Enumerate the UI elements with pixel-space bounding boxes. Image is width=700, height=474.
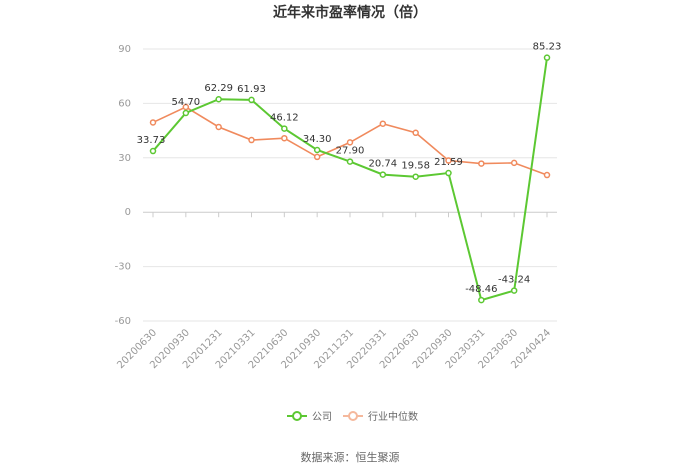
data-point (543, 171, 551, 179)
data-point (543, 54, 551, 61)
legend-item-industry-median[interactable]: 行业中位数 (343, 410, 418, 423)
y-tick-label: -30 (115, 262, 131, 273)
y-tick-label: 60 (118, 98, 131, 109)
data-label: 46.12 (270, 113, 299, 124)
data-label: 61.93 (237, 84, 266, 95)
data-point (478, 296, 485, 304)
data-label: 62.29 (204, 83, 233, 94)
data-point (182, 103, 190, 111)
data-point (215, 95, 222, 103)
data-point (379, 120, 387, 127)
data-point (346, 139, 354, 146)
data-label: 54.70 (172, 97, 201, 108)
legend[interactable]: 公司 行业中位数 (287, 410, 418, 423)
data-label: 19.58 (401, 161, 430, 172)
source-note: 数据来源：恒生聚源 (301, 450, 400, 464)
y-tick-label: 0 (125, 207, 131, 218)
legend-marker (292, 411, 302, 421)
y-tick-label: -60 (115, 316, 131, 327)
data-label: 21.59 (434, 157, 463, 168)
data-point (313, 153, 321, 161)
y-tick-label: 30 (118, 153, 131, 164)
y-axis: -60 -30 0 30 60 90 (115, 44, 131, 327)
data-point (346, 158, 354, 165)
data-point (412, 129, 419, 137)
data-label: -43.24 (498, 275, 530, 286)
series-layer (149, 54, 551, 304)
data-label: 85.23 (533, 42, 562, 53)
legend-item-company[interactable]: 公司 (287, 411, 332, 423)
data-point (313, 146, 321, 154)
data-point (379, 171, 387, 178)
data-point (412, 173, 419, 180)
chart-title: 近年来市盈率情况（倍） (273, 4, 427, 21)
data-label: 27.90 (336, 146, 365, 157)
data-point (149, 147, 157, 155)
data-point (215, 123, 222, 131)
data-point (281, 134, 288, 142)
data-point (510, 287, 518, 294)
data-label: 20.74 (369, 159, 398, 170)
series-company (149, 54, 551, 304)
data-point (182, 109, 190, 117)
data-point (445, 169, 452, 177)
data-point (510, 159, 518, 167)
y-tick-label: 90 (118, 44, 131, 55)
data-point (248, 136, 255, 144)
data-point (445, 157, 452, 164)
data-point (478, 160, 485, 167)
data-label: 33.73 (137, 135, 166, 146)
data-label: 34.30 (303, 134, 332, 145)
legend-label: 公司 (312, 412, 332, 423)
data-point (149, 119, 157, 126)
legend-label: 行业中位数 (368, 410, 418, 423)
series-industry-median (149, 103, 551, 179)
data-point (248, 96, 255, 104)
data-point (281, 125, 288, 132)
legend-marker (348, 411, 358, 421)
data-label: -48.46 (465, 284, 497, 295)
